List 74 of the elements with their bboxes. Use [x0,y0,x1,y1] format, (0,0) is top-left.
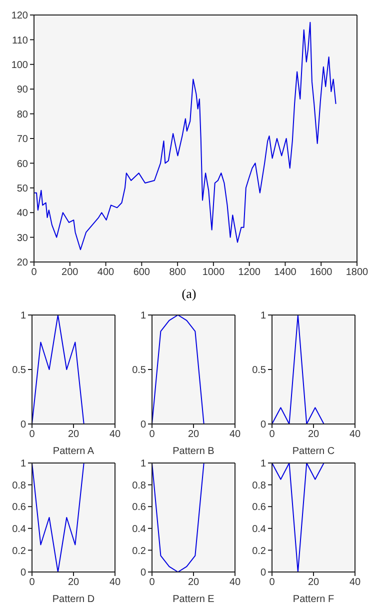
y-tick-label: 50 [16,183,28,194]
x-tick-label: 1400 [274,267,297,278]
x-tick-label: 1800 [346,267,369,278]
y-tick-label: 0 [20,420,26,431]
y-tick-label: 90 [16,84,28,96]
y-tick-label: 0 [260,420,266,431]
y-tick-label: 1 [20,310,26,322]
x-axis-title: Pattern C [292,446,335,457]
y-tick-label: 20 [16,258,28,269]
x-tick-label: 0 [149,429,156,440]
text: (a) [180,286,198,302]
y-tick-label: 0 [140,420,146,431]
y-tick-label: 0.2 [252,546,266,557]
y-tick-label: 0.2 [132,546,146,557]
x-tick-label: 0 [29,577,36,588]
y-tick-label: 1 [140,458,146,470]
y-tick-label: 0.5 [132,365,146,376]
y-tick-label: 0.6 [12,502,26,514]
x-tick-label: 40 [229,577,241,588]
x-tick-label: 800 [169,267,186,278]
y-tick-label: 0.2 [12,546,26,557]
y-tick-label: 1 [20,458,26,470]
x-axis-title: Pattern D [52,594,95,605]
x-tick-label: 20 [68,429,80,440]
x-axis-title: Pattern B [172,446,215,457]
y-tick-label: 0.6 [252,502,266,514]
y-tick-label: 0.5 [12,365,26,376]
x-tick-label: 40 [229,429,241,440]
y-tick-label: 110 [12,35,28,46]
y-tick-label: 40 [16,208,28,220]
x-tick-label: 0 [149,577,156,588]
y-tick-label: 0.5 [252,365,266,376]
x-tick-label: 20 [188,429,200,440]
y-tick-label: 80 [16,109,28,120]
y-tick-label: 1 [140,310,146,322]
x-tick-label: 600 [133,267,150,278]
x-tick-label: 20 [188,577,200,588]
y-tick-label: 0.8 [132,480,146,492]
y-tick-label: 1 [260,310,266,322]
x-axis-title: Pattern F [292,594,334,605]
line-series [34,22,336,250]
x-axis-title: Pattern A [52,446,94,457]
y-tick-label: 0 [20,568,26,579]
y-tick-label: 0.6 [132,502,146,514]
x-tick-label: 40 [109,429,121,440]
y-tick-label: 0.4 [132,524,146,535]
y-tick-label: 0.4 [252,524,266,535]
x-tick-label: 1600 [310,267,333,278]
x-tick-label: 0 [269,577,276,588]
x-tick-label: 20 [308,429,320,440]
y-tick-label: 1 [260,458,266,470]
y-tick-label: 0.8 [12,480,26,492]
y-tick-label: 120 [11,10,28,22]
y-tick-label: 70 [16,134,28,146]
x-tick-label: 20 [68,577,80,588]
x-tick-label: 40 [109,577,121,588]
x-tick-label: 0 [269,429,276,440]
x-tick-label: 40 [349,577,361,588]
y-tick-label: 0.4 [12,524,26,535]
y-tick-label: 100 [11,60,28,71]
y-tick-label: 0 [260,568,266,579]
x-tick-label: 1200 [238,267,261,278]
y-tick-label: 30 [16,232,28,244]
x-tick-label: 0 [29,429,36,440]
y-tick-label: 60 [16,158,28,170]
x-axis-title: Pattern E [172,594,215,605]
x-tick-label: 400 [97,267,115,278]
y-tick-label: 0.8 [252,480,266,492]
x-tick-label: 40 [349,429,361,440]
x-tick-label: 200 [62,267,79,278]
y-tick-label: 0 [140,568,146,579]
x-tick-label: 0 [31,267,38,278]
x-tick-label: 20 [308,577,320,588]
x-tick-label: 1000 [202,267,226,278]
